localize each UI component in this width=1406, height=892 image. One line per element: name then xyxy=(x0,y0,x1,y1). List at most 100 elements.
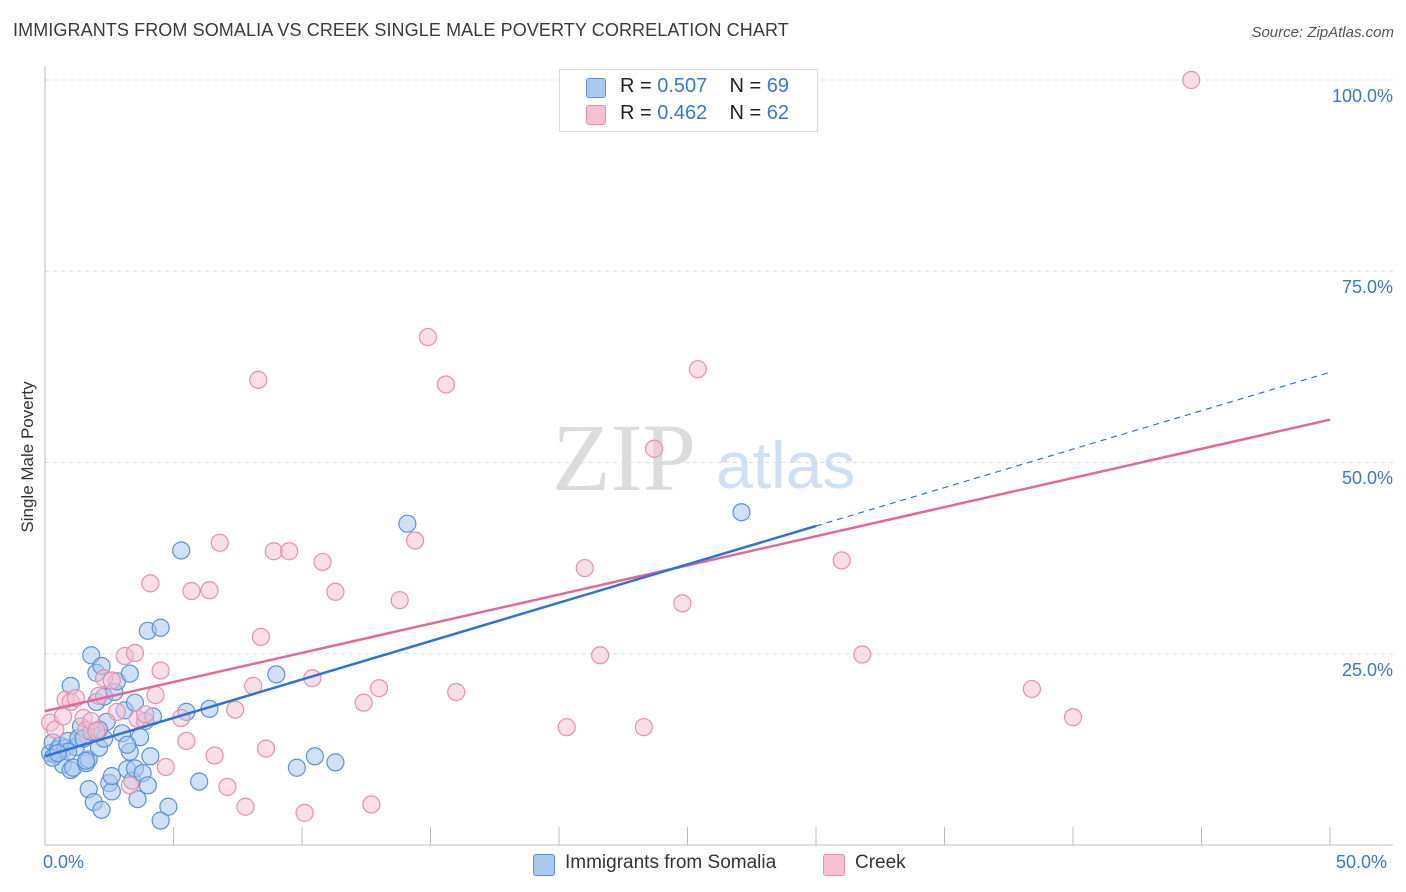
creek-point xyxy=(436,375,456,394)
creek-point xyxy=(1022,679,1041,699)
somalia-point xyxy=(190,772,209,791)
creek-point xyxy=(151,661,170,680)
bottom-legend-label-creek: Creek xyxy=(855,852,906,873)
watermark: ZIP atlas xyxy=(552,404,855,511)
creek-point xyxy=(141,574,160,593)
creek-point xyxy=(326,582,345,601)
legend-r-label: R = xyxy=(620,102,652,124)
y-tick-label-50: 50.0% xyxy=(1341,468,1393,488)
creek-point xyxy=(146,685,165,705)
creek-point xyxy=(205,746,224,765)
somalia-point xyxy=(326,753,345,772)
legend-n-value: 62 xyxy=(766,102,790,124)
bottom-legend-swatch-creek xyxy=(823,854,845,876)
bottom-legend-swatch-somalia xyxy=(533,854,555,876)
somalia-point xyxy=(151,618,170,637)
creek-point xyxy=(249,370,268,389)
somalia-point xyxy=(305,747,324,766)
somalia-point xyxy=(102,782,121,801)
somalia-trend-line xyxy=(44,524,817,758)
creek-point xyxy=(156,757,175,777)
somalia-point xyxy=(732,503,751,522)
somalia-point xyxy=(120,664,139,683)
watermark-zip: ZIP xyxy=(552,404,696,511)
legend-r-value: 0.462 xyxy=(657,102,708,124)
somalia-trend-extension xyxy=(815,371,1331,527)
y-tick-label-75: 75.0% xyxy=(1341,277,1393,297)
creek-point xyxy=(853,645,872,664)
somalia-point xyxy=(92,800,111,819)
somalia-point xyxy=(128,789,147,809)
creek-point xyxy=(236,797,255,816)
somalia-point xyxy=(287,758,306,777)
creek-point xyxy=(177,731,196,751)
legend-n-label: N = xyxy=(729,102,762,124)
creek-point xyxy=(591,646,610,665)
creek-point xyxy=(295,803,314,822)
creek-point xyxy=(210,533,229,552)
creek-point xyxy=(405,531,425,550)
trend-lines xyxy=(44,371,1331,758)
x-tick-label-max: 50.0% xyxy=(1336,852,1388,872)
y-tick-label-100: 100.0% xyxy=(1331,86,1393,106)
somalia-point xyxy=(118,735,137,754)
correlation-legend: R = 0.507 N = 69 R = 0.462 N = 62 xyxy=(559,69,818,132)
creek-point xyxy=(107,702,127,721)
creek-point xyxy=(313,552,332,572)
creek-point xyxy=(634,718,653,737)
creek-point xyxy=(226,700,245,719)
creek-point xyxy=(182,581,201,601)
creek-point xyxy=(1182,70,1201,90)
creek-point xyxy=(575,558,594,578)
x-tick-label-min: 0.0% xyxy=(43,852,85,872)
legend-swatch-creek xyxy=(586,105,606,125)
creek-point xyxy=(87,721,106,741)
creek-point xyxy=(102,671,121,690)
bottom-legend-label-somalia: Immigrants from Somalia xyxy=(565,852,777,873)
creek-point xyxy=(390,591,409,610)
creek-point xyxy=(644,439,664,458)
legend-n-label: N = xyxy=(729,75,762,97)
gridlines xyxy=(45,79,1393,655)
creek-point xyxy=(1063,708,1083,727)
series-creek xyxy=(41,70,1201,822)
somalia-point xyxy=(138,776,157,795)
creek-point xyxy=(89,686,109,705)
somalia-point xyxy=(77,751,96,770)
creek-point xyxy=(251,627,270,647)
creek-point xyxy=(673,594,692,613)
creek-point xyxy=(264,542,283,561)
series-somalia xyxy=(41,503,751,830)
creek-point xyxy=(362,795,381,814)
creek-point xyxy=(280,542,299,561)
source-label: Source: ZipAtlas.com xyxy=(1251,24,1394,41)
creek-point xyxy=(447,682,466,702)
somalia-point xyxy=(141,747,160,766)
somalia-point xyxy=(267,665,286,684)
legend-n-value: 69 xyxy=(766,75,790,97)
legend-r-value: 0.507 xyxy=(657,75,708,97)
creek-point xyxy=(370,679,389,698)
creek-point xyxy=(557,718,576,737)
creek-point xyxy=(256,739,276,758)
legend-r-label: R = xyxy=(620,75,652,97)
somalia-point xyxy=(398,514,417,533)
somalia-point xyxy=(172,541,191,560)
creek-point xyxy=(832,551,851,570)
somalia-point xyxy=(151,811,170,830)
creek-point xyxy=(200,581,219,600)
creek-point xyxy=(218,777,237,796)
creek-point xyxy=(136,705,155,724)
y-tick-label-25: 25.0% xyxy=(1341,660,1393,680)
legend-swatch-somalia xyxy=(586,78,606,98)
creek-point xyxy=(418,327,438,347)
somalia-point xyxy=(159,797,178,816)
creek-point xyxy=(688,360,707,379)
watermark-atlas: atlas xyxy=(716,428,855,502)
creek-point xyxy=(125,643,145,663)
chart-title: IMMIGRANTS FROM SOMALIA VS CREEK SINGLE … xyxy=(13,20,789,40)
somalia-point xyxy=(102,767,121,786)
creek-point xyxy=(120,776,139,795)
creek-point xyxy=(354,693,373,712)
